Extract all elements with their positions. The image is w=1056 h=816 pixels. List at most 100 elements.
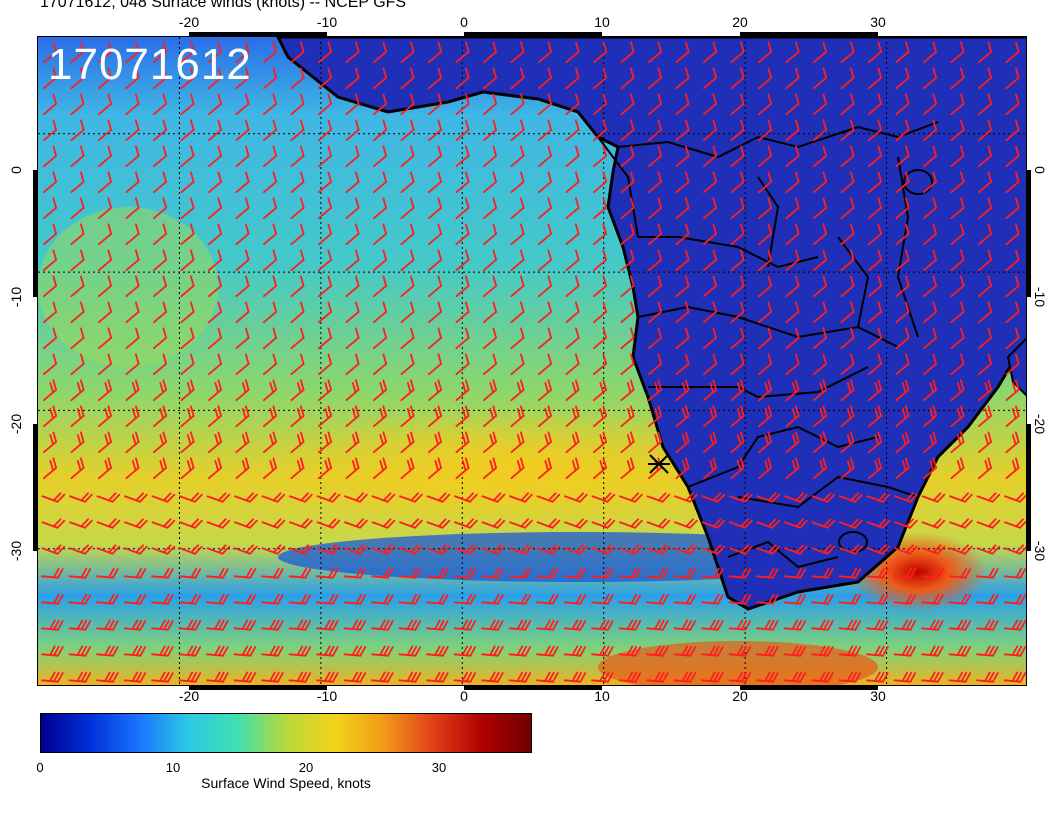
wind-barb: [207, 119, 223, 142]
wind-barb: [977, 197, 993, 220]
wind-barb: [757, 379, 773, 402]
wind-barb: [675, 405, 690, 428]
wind-barb: [345, 145, 360, 168]
wind-barb: [235, 249, 250, 272]
wind-barb: [70, 327, 85, 350]
wind-barb: [400, 431, 415, 454]
wind-barb: [895, 119, 910, 142]
wind-barb: [1005, 197, 1020, 220]
wind-patch: [38, 207, 218, 367]
wind-barb: [261, 593, 284, 605]
wind-barb: [234, 492, 258, 503]
colorbar: [40, 713, 532, 753]
wind-barb: [371, 544, 396, 555]
lat-tick-right-m10: -10: [1032, 286, 1048, 308]
wind-barb: [42, 197, 58, 220]
wind-barb: [785, 457, 800, 480]
wind-barb: [893, 671, 917, 683]
wind-barb: [426, 492, 451, 503]
wind-barb: [701, 518, 726, 529]
wind-barb: [812, 197, 828, 220]
wind-barb: [235, 457, 250, 480]
wind-barb: [151, 492, 176, 503]
wind-barb: [400, 301, 415, 324]
wind-barb: [180, 379, 195, 402]
wind-barb: [510, 171, 525, 194]
wind-barb: [977, 353, 993, 376]
wind-barb: [42, 379, 58, 402]
wind-barb: [42, 119, 58, 142]
wind-barb: [647, 171, 663, 194]
wind-barb: [207, 223, 223, 246]
wind-barb: [372, 171, 388, 194]
wind-barb: [840, 431, 855, 454]
wind-barb: [812, 249, 828, 272]
wind-barb: [207, 197, 223, 220]
wind-barb: [68, 567, 92, 579]
wind-barb: [838, 567, 862, 579]
wind-barb: [592, 171, 608, 194]
wind-barb: [455, 249, 470, 272]
wind-barb: [591, 671, 614, 683]
wind-barb: [592, 67, 608, 90]
wind-barb: [620, 67, 635, 90]
wind-barb: [125, 41, 140, 64]
wind-barb: [235, 119, 250, 142]
wind-barb: [262, 223, 278, 246]
wind-barb: [757, 67, 773, 90]
wind-barb: [69, 492, 93, 503]
wind-barb: [151, 544, 176, 555]
wind-barb: [398, 619, 422, 631]
wind-barb: [123, 593, 147, 605]
wind-barb: [812, 431, 828, 454]
wind-barb: [757, 353, 773, 376]
wind-barb: [812, 405, 828, 428]
wind-barb: [125, 119, 140, 142]
wind-barb: [537, 171, 553, 194]
wind-barb: [785, 197, 800, 220]
wind-barb: [180, 197, 195, 220]
wind-barb: [125, 145, 140, 168]
wind-barb: [812, 145, 828, 168]
wind-barb: [235, 93, 250, 116]
wind-barb: [618, 567, 642, 579]
wind-barb: [976, 671, 999, 683]
wind-barb: [537, 119, 553, 142]
wind-barb: [976, 544, 1001, 555]
madagascar-landmass: [1006, 337, 1026, 397]
wind-barb: [482, 301, 498, 324]
wind-barb: [1005, 353, 1020, 376]
wind-barb: [620, 145, 635, 168]
wind-barb: [344, 492, 368, 503]
lat-tick-right-m20: -20: [1032, 413, 1048, 435]
wind-barb: [206, 645, 229, 657]
wind-barb: [646, 567, 669, 579]
wind-barb: [42, 353, 58, 376]
wind-barb: [783, 671, 807, 683]
wind-barb: [262, 41, 278, 64]
wind-barb: [261, 518, 286, 529]
wind-barb: [950, 457, 965, 480]
wind-barb: [343, 619, 367, 631]
wind-barb: [41, 544, 66, 555]
wind-barb: [1005, 171, 1020, 194]
wind-barb: [42, 275, 58, 298]
wind-barb: [673, 619, 697, 631]
wind-barb: [591, 518, 616, 529]
wind-barb: [592, 119, 608, 142]
wind-barb: [646, 544, 671, 555]
wind-barb: [565, 171, 580, 194]
wind-barb: [702, 93, 718, 116]
wind-barb: [510, 119, 525, 142]
wind-barb: [261, 671, 284, 683]
wind-barb: [730, 67, 745, 90]
wind-barb: [290, 41, 305, 64]
wind-barb: [785, 119, 800, 142]
wind-barb: [509, 492, 533, 503]
wind-barb: [42, 249, 58, 272]
wind-barb: [453, 645, 477, 657]
wind-barb: [811, 671, 834, 683]
wind-barb: [372, 275, 388, 298]
wind-barb: [206, 619, 229, 631]
wind-barb: [427, 301, 443, 324]
